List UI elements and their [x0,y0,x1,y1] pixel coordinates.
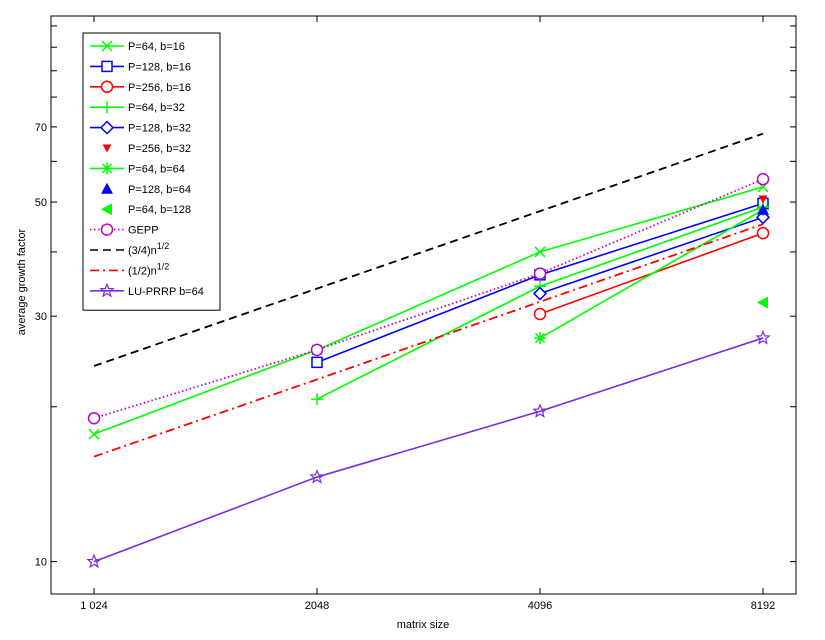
plot-frame [50,15,797,595]
legend-label: P=64, b=16 [128,41,185,53]
series-lu-prrp-b-64 [86,329,771,569]
legend-marker [101,203,112,216]
x-axis-label: matrix size [397,619,450,631]
series-line-1-2-n-1-2 [93,223,764,458]
x-tick-label: 4096 [528,600,552,612]
data-point-p-64-b-16 [88,428,100,440]
data-point-lu-prrp-b-64 [755,329,771,345]
series-line-p-64-b-16 [93,186,764,435]
legend-label: P=128, b=64 [128,184,191,196]
series-line-gepp [93,178,764,420]
legend-marker [102,144,112,153]
legend-label: (3/4)n1/2 [128,241,169,257]
x-tick-label: 8192 [751,600,775,612]
data-point-p-256-b-32 [758,195,768,204]
series-line-lu-prrp-b-64 [93,337,764,563]
legend-item-1-2-n-1-2: (1/2)n1/2 [90,261,169,277]
series-p-128-b-64 [757,203,769,215]
series-line-3-4-n-1-2 [93,132,764,367]
series-gepp [87,172,770,425]
x-tick-label: 2048 [305,600,329,612]
legend-marker [101,162,113,175]
legend-item-p-64-b-128: P=64, b=128 [101,203,191,216]
data-point-gepp [310,343,324,357]
data-point-p-128-b-32 [532,286,548,301]
legend-marker [101,40,113,52]
series-line-p-128-b-32 [539,216,764,295]
y-tick-label: 10 [35,557,47,569]
legend-item-p-128-b-16: P=128, b=16 [90,60,191,73]
legend-label: P=64, b=32 [128,102,185,114]
data-point-p-256-b-16 [756,226,770,240]
data-point-gepp [756,172,770,186]
legend-label: P=128, b=16 [128,61,191,73]
x-tick-label: 1 024 [80,600,108,612]
data-point-gepp [533,267,547,280]
data-point-p-64-b-16 [534,246,546,258]
legend-label: P=256, b=16 [128,82,191,94]
legend-box [82,32,221,311]
series-p-256-b-32 [758,195,768,204]
legend-marker [101,101,113,114]
legend-marker [100,80,114,94]
legend-marker [99,120,115,135]
legend-item-p-64-b-32: P=64, b=32 [90,101,185,114]
legend-label: P=128, b=32 [128,123,191,135]
legend-item-p-128-b-64: P=128, b=64 [101,182,191,196]
legend-item-p-128-b-32: P=128, b=32 [90,120,191,135]
legend-item-p-256-b-16: P=256, b=16 [90,80,191,94]
series-1-2-n-1-2 [93,223,764,458]
legend-item-p-64-b-64: P=64, b=64 [90,162,185,175]
data-point-p-64-b-128 [757,296,768,309]
data-point-p-256-b-16 [533,307,547,321]
legend-marker [101,60,113,73]
legend-item-gepp: GEPP [90,223,159,237]
data-point-p-128-b-64 [757,203,769,215]
legend-label: GEPP [128,225,159,237]
data-point-p-128-b-16 [311,356,323,369]
legend-item-p-64-b-16: P=64, b=16 [90,40,185,53]
legend-item-3-4-n-1-2: (3/4)n1/2 [90,241,169,257]
data-point-lu-prrp-b-64 [532,403,548,418]
data-point-p-64-b-32 [311,393,323,406]
legend-marker [99,282,115,298]
data-point-gepp [87,411,101,425]
series-3-4-n-1-2 [93,132,764,367]
legend-item-p-256-b-32: P=256, b=32 [102,143,191,155]
legend-label: (1/2)n1/2 [128,261,169,277]
legend-marker [100,223,114,236]
y-tick-label: 50 [35,197,47,209]
y-tick-label: 70 [35,122,47,134]
legend-marker [101,182,113,194]
data-point-lu-prrp-b-64 [86,553,102,569]
legend-item-lu-prrp-b-64: LU-PRRP b=64 [90,282,204,298]
legend-label: P=256, b=32 [128,143,191,155]
series-line-p-64-b-64 [539,209,764,339]
data-point-p-64-b-64 [534,332,546,345]
series-p-64-b-128 [757,296,768,309]
legend-label: P=64, b=128 [128,204,191,216]
data-point-lu-prrp-b-64 [309,468,325,484]
legend-label: P=64, b=64 [128,163,185,175]
legend-label: LU-PRRP b=64 [128,286,204,298]
y-tick-label: 30 [35,311,47,323]
y-axis-label: average growth factor [16,228,28,335]
